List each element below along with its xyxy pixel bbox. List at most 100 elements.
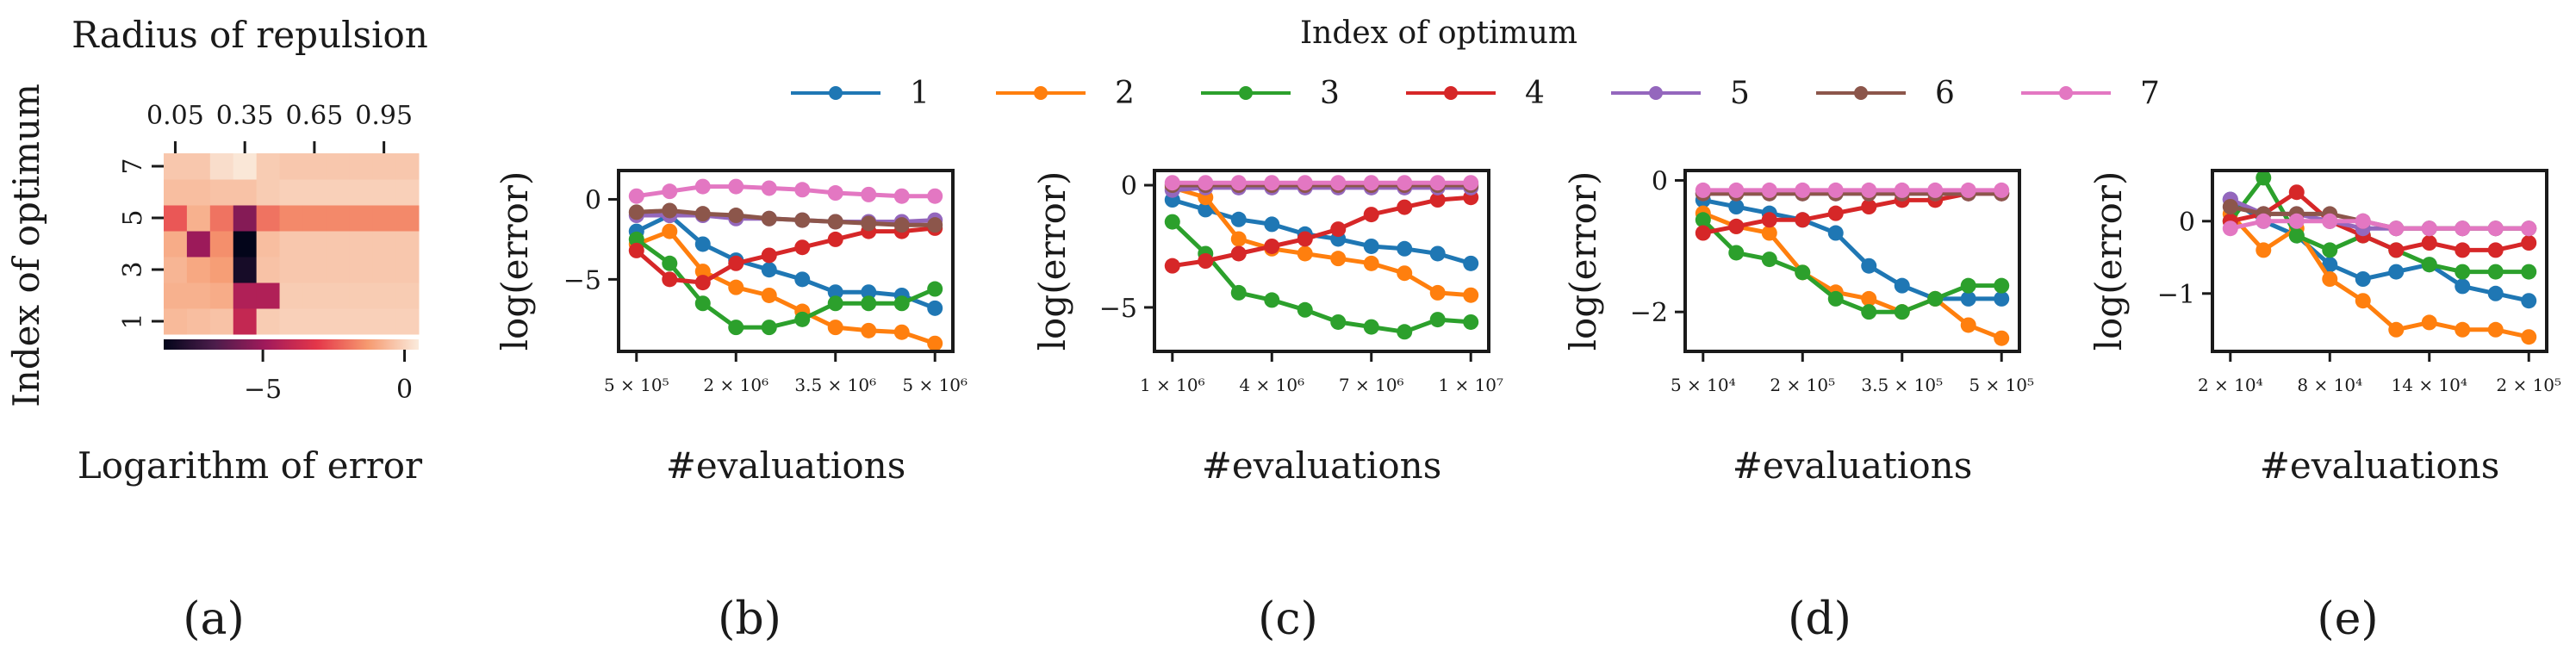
data-point bbox=[1429, 284, 1446, 301]
data-point bbox=[1994, 277, 2010, 294]
data-point bbox=[1861, 182, 1877, 198]
x-tick-label: 5 × 10⁵ bbox=[1969, 375, 2034, 395]
y-tick-label: −5 bbox=[563, 265, 601, 295]
heatmap-cell bbox=[349, 308, 373, 335]
data-point bbox=[1330, 251, 1347, 267]
panel-d-line-chart: 0 −2 5 × 10⁴ 2 × 10⁵ 3.5 × 10⁵ 5 × 10⁵ log(err… bbox=[1562, 166, 2034, 487]
data-point bbox=[861, 186, 877, 202]
data-point bbox=[2487, 285, 2504, 301]
data-point bbox=[1363, 238, 1379, 254]
heatmap-cell bbox=[279, 282, 303, 309]
series-line-4 bbox=[1702, 191, 2002, 235]
data-point bbox=[794, 182, 811, 198]
data-point bbox=[2455, 278, 2471, 295]
data-point bbox=[694, 295, 711, 312]
heatmap-cell bbox=[302, 153, 327, 180]
heatmap-cell bbox=[233, 153, 258, 180]
data-point bbox=[1164, 175, 1180, 191]
data-point bbox=[1960, 317, 1976, 333]
heatmap-cell bbox=[349, 282, 373, 309]
data-point bbox=[1927, 290, 1944, 307]
data-point bbox=[861, 215, 877, 232]
heatmap-cell bbox=[279, 179, 303, 206]
data-point bbox=[2487, 220, 2504, 237]
data-point bbox=[728, 178, 744, 195]
heatmap-cell bbox=[164, 153, 188, 180]
heatmap-cell bbox=[256, 205, 281, 232]
data-point bbox=[794, 239, 811, 256]
data-point bbox=[2388, 321, 2405, 338]
x-tick-label: 2 × 10⁵ bbox=[1770, 375, 1835, 395]
data-point bbox=[2521, 264, 2537, 280]
data-point bbox=[1695, 225, 1711, 241]
heatmap-cell bbox=[302, 179, 327, 206]
data-point bbox=[1397, 199, 1413, 215]
data-point bbox=[2288, 227, 2305, 244]
heatmap-cell bbox=[372, 282, 396, 309]
legend-label: 6 bbox=[1935, 76, 1955, 111]
panel-label: (d) bbox=[1788, 593, 1851, 645]
legend-item: 4 bbox=[1406, 76, 1545, 111]
data-point bbox=[1230, 175, 1247, 191]
data-point bbox=[1164, 214, 1180, 230]
panel-label: (a) bbox=[183, 593, 245, 645]
data-point bbox=[2421, 257, 2437, 273]
x-tick-label: 5 × 10⁴ bbox=[1671, 375, 1736, 395]
legend-item: 2 bbox=[996, 76, 1135, 111]
data-point bbox=[2455, 242, 2471, 258]
data-point bbox=[927, 300, 943, 316]
data-point bbox=[2455, 220, 2471, 237]
data-point bbox=[694, 206, 711, 222]
data-point bbox=[1264, 292, 1280, 308]
data-point bbox=[2487, 242, 2504, 258]
axes-frame bbox=[2211, 169, 2548, 353]
heatmap-cell bbox=[302, 231, 327, 258]
heatmap-cell bbox=[279, 153, 303, 180]
heatmap-cell bbox=[164, 205, 188, 232]
series-line-1 bbox=[2229, 197, 2529, 303]
legend-item: 7 bbox=[2021, 76, 2160, 111]
data-point bbox=[1728, 245, 1745, 261]
data-point bbox=[1861, 290, 1877, 307]
data-point bbox=[1397, 265, 1413, 282]
x-tick-label: 2 × 10⁵ bbox=[2496, 375, 2561, 395]
data-point bbox=[1397, 175, 1413, 191]
data-point bbox=[1728, 182, 1745, 198]
series-line-2 bbox=[2228, 212, 2529, 339]
legend-item: 3 bbox=[1201, 76, 1340, 111]
data-point bbox=[1463, 313, 1479, 330]
heatmap-cell bbox=[279, 257, 303, 283]
heatmap-cell bbox=[372, 231, 396, 258]
data-point bbox=[1363, 175, 1379, 191]
heatmap-cell bbox=[186, 308, 211, 335]
heatmap-cell bbox=[186, 205, 211, 232]
heatmap-cell bbox=[326, 179, 350, 206]
data-point bbox=[1761, 182, 1777, 198]
legend-label: 2 bbox=[1115, 76, 1135, 111]
data-point bbox=[1695, 182, 1711, 198]
heatmap-cell bbox=[372, 308, 396, 335]
data-point bbox=[1960, 277, 1976, 294]
legend-label: 4 bbox=[1525, 76, 1545, 111]
data-point bbox=[728, 279, 744, 295]
legend-label: 5 bbox=[1730, 76, 1750, 111]
heatmap-y-tick-label: 1 bbox=[118, 313, 148, 329]
y-tick-label: −1 bbox=[2157, 280, 2195, 310]
heatmap-cell bbox=[349, 257, 373, 283]
legend-item: 5 bbox=[1611, 76, 1750, 111]
data-point bbox=[827, 320, 843, 336]
heatmap-y-tick-label: 7 bbox=[118, 158, 148, 174]
x-tick-label: 3.5 × 10⁶ bbox=[794, 375, 876, 395]
data-point bbox=[2487, 321, 2504, 338]
data-point bbox=[794, 311, 811, 327]
data-point bbox=[1264, 175, 1280, 191]
data-point bbox=[827, 185, 843, 202]
data-point bbox=[1363, 255, 1379, 271]
data-point bbox=[794, 212, 811, 228]
data-point bbox=[662, 183, 678, 200]
panel-labels: (a) (b) (c) (d) (e) bbox=[183, 593, 2378, 645]
heatmap-cell bbox=[349, 205, 373, 232]
series-line-4 bbox=[2230, 189, 2529, 252]
data-point bbox=[1330, 221, 1347, 238]
